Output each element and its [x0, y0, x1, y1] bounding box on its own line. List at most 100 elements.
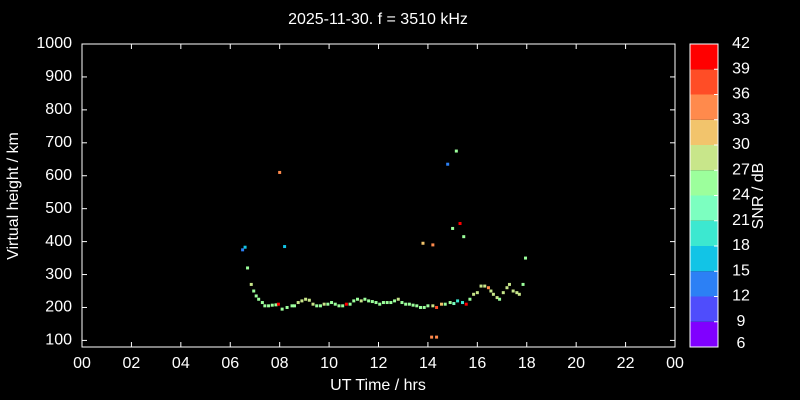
- point: [461, 301, 465, 305]
- point: [278, 170, 282, 174]
- point: [385, 301, 389, 305]
- point: [370, 300, 374, 304]
- point: [292, 304, 296, 308]
- point: [524, 256, 528, 260]
- point: [285, 305, 289, 309]
- colorbar-tick-label: 15: [732, 262, 750, 279]
- point: [333, 302, 337, 306]
- point: [393, 299, 397, 303]
- y-tick-label: 700: [45, 134, 72, 151]
- point: [378, 302, 382, 306]
- y-tick-label: 100: [45, 332, 72, 349]
- y-tick-label: 1000: [36, 35, 72, 52]
- point: [486, 286, 490, 290]
- y-tick-label: 300: [45, 266, 72, 283]
- colorbar-tick-label: 6: [737, 335, 746, 352]
- point: [517, 292, 521, 296]
- colorbar-band: [690, 195, 718, 221]
- point: [422, 305, 426, 309]
- point: [431, 304, 435, 308]
- colorbar-label: SNR / dB: [750, 163, 767, 230]
- point: [521, 282, 525, 286]
- point: [495, 296, 499, 300]
- colorbar-tick-label: 9: [737, 313, 746, 330]
- colorbar-band: [690, 271, 718, 297]
- point: [435, 305, 439, 309]
- point: [443, 302, 447, 306]
- point: [389, 301, 393, 305]
- point: [430, 335, 434, 339]
- x-tick-label: 12: [370, 355, 388, 372]
- point: [307, 298, 311, 302]
- point: [489, 289, 493, 293]
- colorbar-tick-label: 24: [732, 187, 750, 204]
- colorbar-band: [690, 94, 718, 120]
- colorbar-band: [690, 145, 718, 171]
- point: [270, 303, 274, 307]
- colorbar-tick-label: 12: [732, 288, 750, 305]
- point: [468, 297, 472, 301]
- point: [498, 297, 502, 301]
- y-tick-label: 400: [45, 233, 72, 250]
- point: [452, 302, 456, 306]
- point: [501, 291, 505, 295]
- point: [330, 301, 334, 305]
- y-tick-label: 500: [45, 200, 72, 217]
- point: [283, 245, 287, 249]
- point: [483, 284, 487, 288]
- chart-title: 2025-11-30. f = 3510 kHz: [288, 11, 468, 28]
- point: [458, 221, 462, 225]
- colorbar-tick-label: 33: [732, 111, 750, 128]
- point: [464, 302, 468, 306]
- point: [263, 304, 267, 308]
- colorbar-tick-label: 39: [732, 60, 750, 77]
- point: [440, 302, 444, 306]
- x-tick-label: 06: [221, 355, 239, 372]
- plot-frame: [81, 43, 676, 348]
- y-tick-label: 900: [45, 68, 72, 85]
- x-tick-label: 14: [419, 355, 437, 372]
- point: [352, 299, 356, 303]
- point: [419, 305, 423, 309]
- point: [276, 302, 280, 306]
- colorbar-band: [690, 119, 718, 145]
- x-tick-label: 08: [271, 355, 289, 372]
- point: [451, 226, 455, 230]
- point: [257, 297, 261, 301]
- point: [491, 292, 495, 296]
- point: [374, 301, 378, 305]
- colorbar-tick-label: 27: [732, 161, 750, 178]
- colorbar-band: [690, 44, 718, 70]
- point: [367, 299, 371, 303]
- y-axis-label: Virtual height / km: [5, 132, 22, 260]
- point: [355, 297, 359, 301]
- point: [311, 302, 315, 306]
- point: [344, 302, 348, 306]
- x-tick-label: 00: [73, 355, 91, 372]
- point: [396, 297, 400, 301]
- x-tick-label: 00: [666, 355, 684, 372]
- point: [507, 282, 511, 286]
- point: [241, 248, 245, 252]
- x-tick-label: 22: [617, 355, 635, 372]
- point: [407, 302, 411, 306]
- point: [381, 301, 385, 305]
- point: [400, 301, 404, 305]
- colorbar-tick-label: 30: [732, 136, 750, 153]
- point: [359, 299, 363, 303]
- x-tick-label: 18: [518, 355, 536, 372]
- point: [322, 302, 326, 306]
- point: [446, 162, 450, 166]
- point: [296, 301, 300, 305]
- point: [448, 301, 452, 305]
- colorbar-band: [690, 220, 718, 246]
- colorbar-tick-label: 21: [732, 212, 750, 229]
- point: [472, 292, 476, 296]
- colorbar-band: [690, 69, 718, 95]
- point: [300, 299, 304, 303]
- y-tick-label: 200: [45, 299, 72, 316]
- point: [249, 282, 253, 286]
- colorbar-tick-label: 42: [732, 35, 750, 52]
- point: [318, 304, 322, 308]
